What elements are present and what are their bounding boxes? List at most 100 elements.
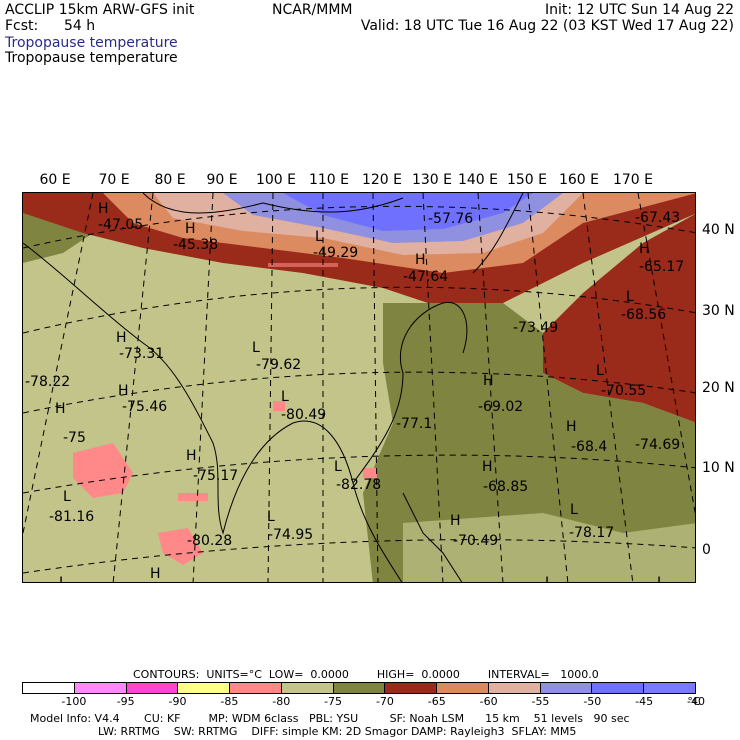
pressure-center-marker: L xyxy=(63,489,71,505)
longitude-label: 90 E xyxy=(206,172,238,188)
pressure-center-marker: H xyxy=(98,201,109,217)
tropopause-map: H-47.05 H-45.38-57.76L-49.29 H-47.64-67.43… xyxy=(23,193,695,583)
color-scale-label: -90 xyxy=(168,695,187,708)
color-scale-swatch xyxy=(178,683,231,693)
physics-info: LW: RRTMG SW: RRTMG DIFF: simple KM: 2D … xyxy=(98,725,577,738)
contour-value-label: -65.17 xyxy=(639,259,684,275)
contour-value-label: -68.4 xyxy=(571,439,607,455)
pink-streak xyxy=(178,493,208,501)
field-title-contours: Tropopause temperature xyxy=(5,50,178,66)
forecast-label: Fcst: xyxy=(5,18,39,34)
color-scale-swatch xyxy=(230,683,282,693)
longitude-label: 160 E xyxy=(558,172,600,188)
color-scale-swatch xyxy=(385,683,438,693)
color-scale-label: -65 xyxy=(427,695,446,708)
pale-region-south xyxy=(403,513,695,582)
pressure-center-marker: H xyxy=(185,221,196,237)
valid-time: Valid: 18 UTC Tue 16 Aug 22 (03 KST Wed … xyxy=(360,18,734,34)
color-scale-label: -55 xyxy=(531,695,550,708)
color-scale-swatch xyxy=(281,683,334,693)
contour-value-label: -80.28 xyxy=(187,533,232,549)
pressure-center-marker: H xyxy=(55,401,66,417)
contour-value-label: -75.17 xyxy=(193,468,238,484)
color-scale-swatch xyxy=(23,683,75,693)
color-scale-swatch xyxy=(488,683,541,693)
pressure-center-marker: L xyxy=(281,389,289,405)
map-panel: H -47.05 H -45.38 -57.76 L -49.29 H -47.64 -67.43… xyxy=(22,192,696,583)
contour-value-label: -73.49 xyxy=(513,320,558,336)
latitude-label: 40 N xyxy=(702,222,735,238)
contour-value-label: -57.76 xyxy=(428,211,473,227)
latitude-label: 10 N xyxy=(702,460,735,476)
contour-value-label: -78.17 xyxy=(569,525,614,541)
color-scale-label: -45 xyxy=(635,695,654,708)
pink-patch-indian xyxy=(158,528,203,565)
contour-value-label: -78.77 xyxy=(313,581,358,583)
pressure-center-marker: L xyxy=(252,340,260,356)
contour-value-label: -81.16 xyxy=(49,509,94,525)
pressure-center-marker: H xyxy=(482,459,493,475)
color-scale-label: -75 xyxy=(324,695,343,708)
pressure-center-marker: H xyxy=(118,383,129,399)
contour-value-label: -70.49 xyxy=(453,533,498,549)
longitude-label: 120 E xyxy=(361,172,403,188)
contour-value-label: -69.02 xyxy=(478,399,523,415)
contour-value-label: -70.55 xyxy=(601,383,646,399)
contours-info: CONTOURS: UNITS=°C LOW= 0.0000 HIGH= 0.0… xyxy=(133,668,599,681)
color-scale-label: -80 xyxy=(272,695,291,708)
longitude-label: 70 E xyxy=(98,172,130,188)
contour-value-label: -67.43 xyxy=(635,210,680,226)
color-scale-swatch xyxy=(592,683,645,693)
olive-region-east xyxy=(363,303,695,582)
pressure-center-marker: H xyxy=(186,448,197,464)
contour-value-label: -68.85 xyxy=(483,479,528,495)
longitude-label: 150 E xyxy=(506,172,548,188)
pressure-center-marker: L xyxy=(267,509,275,525)
color-scale-swatch xyxy=(540,683,593,693)
color-scale-label: -40 xyxy=(687,695,705,708)
latitude-label: 0 xyxy=(702,542,711,558)
contour-value-label: -75.46 xyxy=(122,399,167,415)
contour-value-label: -74.95 xyxy=(268,527,313,543)
warm-region-pacific xyxy=(543,214,695,423)
pink-streak xyxy=(268,263,338,267)
color-scale-swatch xyxy=(126,683,179,693)
model-title: ACCLIP 15km ARW-GFS init xyxy=(5,2,195,18)
pressure-center-marker: H xyxy=(450,513,461,529)
pressure-center-marker: L xyxy=(59,575,67,583)
contour-value-label: -79.62 xyxy=(256,357,301,373)
pressure-center-marker: L xyxy=(315,229,323,245)
color-scale-swatch xyxy=(74,683,127,693)
pressure-center-marker: L xyxy=(545,575,553,583)
contour-value-label: -74.69 xyxy=(635,437,680,453)
contour-value-label: -80.49 xyxy=(281,407,326,423)
pressure-center-marker: L xyxy=(570,502,578,518)
contour-value-label: -68.56 xyxy=(621,307,666,323)
pressure-center-marker: H xyxy=(150,566,161,582)
contour-value-label: -45.38 xyxy=(173,237,218,253)
model-info: Model Info: V4.4 CU: KF MP: WDM 6class P… xyxy=(30,712,630,725)
longitude-label: 100 E xyxy=(255,172,297,188)
init-time: Init: 12 UTC Sun 14 Aug 22 xyxy=(545,2,734,18)
pressure-center-marker: H xyxy=(483,373,494,389)
pink-dot xyxy=(363,468,377,478)
color-scale-bar xyxy=(22,682,696,694)
contour-value-label: -82.78 xyxy=(336,477,381,493)
latitude-label: 20 N xyxy=(702,380,735,396)
contour-value-label: -47.64 xyxy=(403,269,448,285)
color-scale-label: °C xyxy=(687,695,701,708)
color-scale-label: -70 xyxy=(375,695,394,708)
field-title-shaded: Tropopause temperature xyxy=(5,35,178,51)
longitude-label: 110 E xyxy=(308,172,350,188)
longitude-label: 170 E xyxy=(612,172,654,188)
contour-value-label: -78.22 xyxy=(25,374,70,390)
color-scale-swatch xyxy=(644,683,695,693)
contour-value-labels: H-47.05 H-45.38-57.76L-49.29 H-47.64-67.43… xyxy=(25,201,684,583)
pressure-center-marker: H xyxy=(566,419,577,435)
graticule xyxy=(23,193,695,582)
color-scale-label: -95 xyxy=(116,695,135,708)
longitude-label: 140 E xyxy=(457,172,499,188)
center-name: NCAR/MMM xyxy=(272,2,353,18)
pressure-center-marker: H xyxy=(639,241,650,257)
color-scale-label: -100 xyxy=(61,695,87,708)
